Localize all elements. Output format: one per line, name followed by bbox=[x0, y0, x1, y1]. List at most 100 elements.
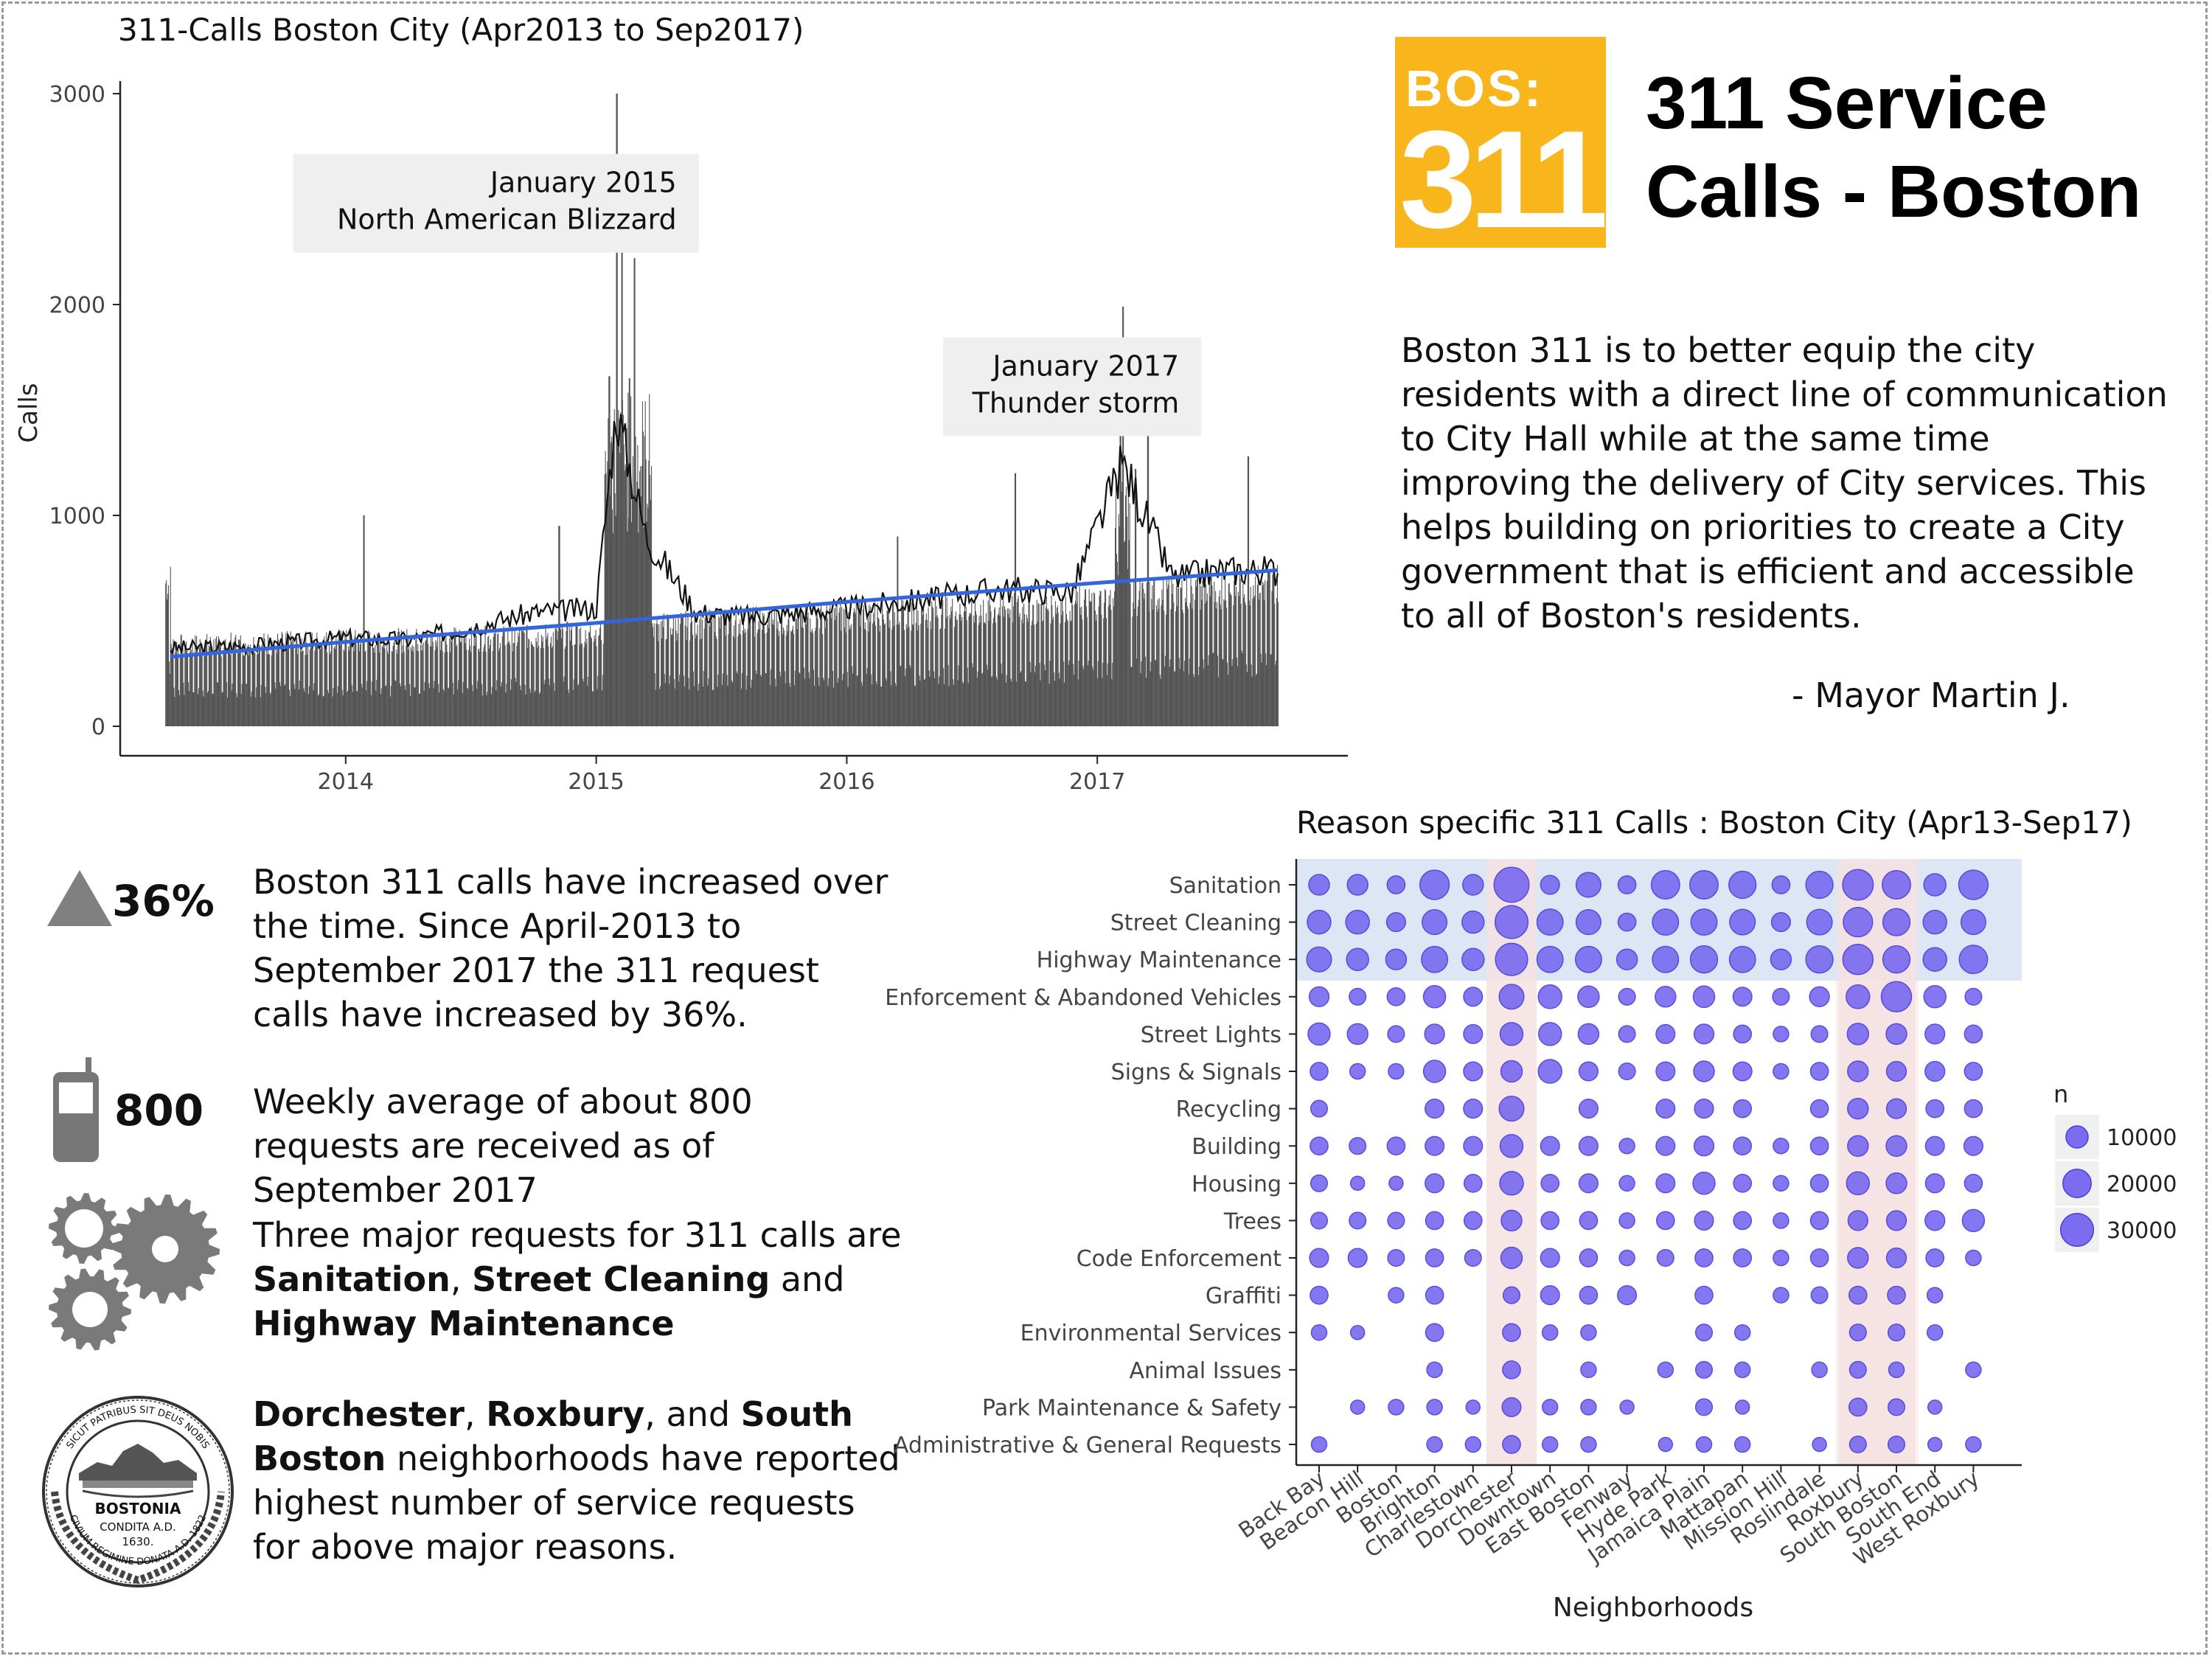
ts-bar bbox=[1089, 600, 1091, 726]
ts-bar bbox=[921, 598, 922, 726]
ts-bar bbox=[1217, 655, 1218, 726]
ts-bar bbox=[364, 652, 366, 726]
ts-bar bbox=[875, 681, 877, 726]
bubble-y-tick-label: Environmental Services bbox=[1020, 1321, 1281, 1346]
bubble-points bbox=[1306, 866, 1989, 1454]
ts-bar bbox=[737, 636, 739, 726]
bubble-point bbox=[1426, 1361, 1443, 1379]
reason-bubble-chart: Reason specific 311 Calls : Boston City … bbox=[885, 804, 2177, 1623]
ts-bar bbox=[745, 631, 746, 726]
bubble-point bbox=[1733, 1248, 1753, 1267]
ts-x-tick-label: 2016 bbox=[818, 769, 874, 795]
ts-bar bbox=[528, 639, 529, 726]
ts-annotation-box bbox=[943, 337, 1202, 437]
ts-bar bbox=[206, 634, 208, 726]
legend-key-point bbox=[2065, 1125, 2089, 1149]
ts-bar bbox=[1234, 567, 1236, 726]
ts-bar bbox=[620, 432, 622, 726]
ts-bar bbox=[431, 636, 433, 726]
bubble-point bbox=[1694, 1210, 1714, 1231]
ts-bar bbox=[1083, 669, 1085, 726]
ts-bar bbox=[787, 631, 788, 726]
ts-bar bbox=[1239, 573, 1240, 726]
ts-bar bbox=[959, 603, 961, 726]
ts-bar bbox=[446, 644, 448, 726]
ts-bar bbox=[423, 690, 425, 726]
ts-bar bbox=[701, 639, 703, 726]
bubble-point bbox=[1689, 945, 1719, 974]
bubble-point bbox=[1618, 987, 1636, 1006]
ts-bar bbox=[556, 625, 557, 726]
bubble-point bbox=[1617, 875, 1637, 894]
ts-bar bbox=[582, 681, 584, 726]
ts-bar bbox=[1244, 594, 1245, 726]
ts-bar bbox=[484, 625, 486, 726]
ts-bar bbox=[1112, 662, 1113, 726]
bubble-point bbox=[1805, 870, 1834, 900]
ts-bar bbox=[521, 631, 523, 726]
seal-text-condita: CONDITA A.D. bbox=[100, 1520, 176, 1534]
bubble-point bbox=[1465, 1399, 1481, 1415]
ts-bar bbox=[529, 688, 531, 726]
ts-bar bbox=[1066, 619, 1068, 726]
ts-bar bbox=[815, 609, 817, 726]
ts-bar bbox=[1187, 608, 1189, 726]
ts-bar bbox=[336, 642, 338, 726]
ts-bar bbox=[282, 645, 284, 726]
ts-bar bbox=[645, 459, 647, 726]
ts-bar bbox=[578, 684, 580, 726]
ts-bar bbox=[917, 630, 918, 726]
ts-bar bbox=[411, 650, 412, 726]
ts-bar bbox=[757, 633, 758, 726]
ts-bar bbox=[179, 656, 181, 726]
ts-bar bbox=[315, 646, 316, 726]
ts-bar bbox=[307, 645, 309, 726]
ts-bar bbox=[1255, 576, 1256, 726]
ts-bar bbox=[894, 612, 895, 726]
ts-bar bbox=[1275, 664, 1276, 726]
ts-bar bbox=[909, 665, 911, 726]
ts-bar bbox=[262, 638, 263, 726]
ts-bar bbox=[1165, 655, 1166, 726]
bubble-point bbox=[1618, 1137, 1635, 1155]
ts-bar bbox=[600, 621, 602, 726]
ts-bar bbox=[1128, 540, 1130, 726]
ts-bar bbox=[819, 628, 821, 726]
ts-bar bbox=[707, 685, 709, 726]
ts-bar bbox=[755, 670, 757, 726]
ts-bar bbox=[350, 634, 352, 726]
ts-bar bbox=[1011, 681, 1012, 726]
ts-bar bbox=[708, 678, 709, 726]
ts-bar bbox=[711, 622, 712, 726]
bubble-point bbox=[1618, 1175, 1635, 1192]
ts-bar bbox=[378, 640, 380, 726]
ts-bar bbox=[703, 670, 704, 726]
ts-bar bbox=[779, 671, 781, 726]
ts-spike-bar bbox=[621, 156, 623, 727]
bubble-point bbox=[1500, 1209, 1523, 1232]
bubble-point bbox=[1848, 1324, 1867, 1342]
ts-bar bbox=[227, 648, 229, 726]
bubble-point bbox=[1846, 1023, 1870, 1046]
ts-bar bbox=[1116, 562, 1118, 726]
ts-bar bbox=[479, 632, 481, 726]
ts-bar bbox=[1167, 584, 1169, 726]
ts-bar bbox=[1088, 660, 1089, 726]
ts-bar bbox=[212, 694, 214, 726]
ts-bar bbox=[798, 616, 799, 726]
ts-bar bbox=[365, 650, 366, 726]
ts-bar bbox=[507, 630, 509, 726]
ts-bar bbox=[1208, 575, 1210, 726]
ts-bar bbox=[1006, 608, 1008, 726]
ts-bar bbox=[960, 614, 961, 726]
ts-bar bbox=[790, 630, 792, 726]
bubble-point bbox=[1386, 1136, 1406, 1156]
ts-bar bbox=[704, 617, 706, 726]
ts-bar bbox=[353, 651, 355, 726]
bubble-point bbox=[1307, 1022, 1331, 1046]
bubble-point bbox=[1419, 869, 1450, 900]
ts-bar bbox=[571, 622, 572, 726]
ts-bar bbox=[502, 631, 504, 726]
ts-bar bbox=[1088, 588, 1090, 726]
bubble-point bbox=[1574, 945, 1602, 973]
